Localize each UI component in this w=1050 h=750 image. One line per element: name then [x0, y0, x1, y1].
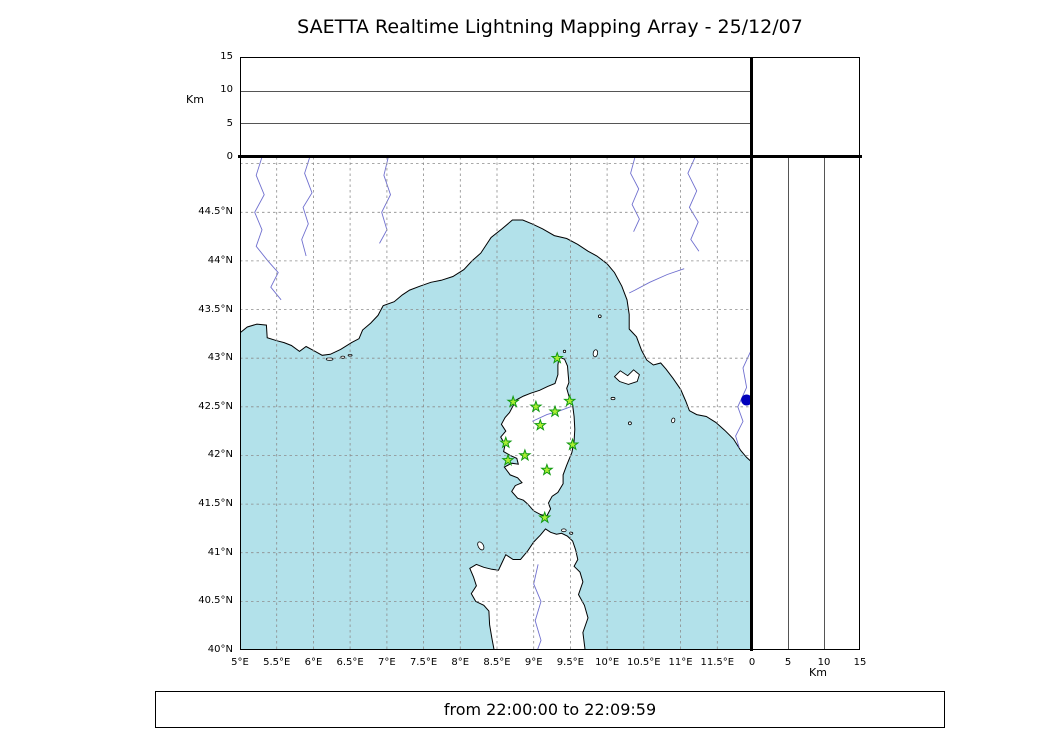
river	[630, 157, 640, 232]
tick-label: 42.5°N	[198, 400, 233, 412]
river	[254, 157, 282, 301]
gridline-5km	[241, 123, 751, 125]
station-marker	[540, 462, 554, 476]
island	[592, 349, 599, 358]
station-marker	[501, 453, 515, 467]
tick-label: 7°E	[378, 657, 396, 668]
river	[628, 268, 685, 294]
tick-label: 8°E	[451, 657, 470, 668]
tick-label: 5	[226, 117, 233, 129]
tick-label: 8.5°E	[483, 657, 511, 668]
coastline-elba	[613, 369, 640, 385]
tick-label: 15	[853, 657, 867, 668]
rivers	[254, 157, 752, 650]
station-marker	[499, 435, 513, 449]
station-marker	[565, 437, 580, 451]
island	[610, 396, 616, 401]
frame-divider-horizontal	[238, 155, 862, 158]
page-title: SAETTA Realtime Lightning Mapping Array …	[297, 16, 803, 38]
station-marker	[548, 404, 562, 418]
river	[687, 157, 700, 252]
island	[597, 314, 602, 319]
gridline-10km	[824, 158, 825, 649]
tick-label: 11.5°E	[700, 657, 735, 668]
tick-label: 43°N	[207, 352, 233, 364]
altitude-latitude-panel	[752, 157, 860, 650]
map-svg	[240, 157, 752, 650]
tick-label: 7.5°E	[409, 657, 438, 668]
tick-label: 42°N	[207, 449, 233, 461]
tick-label: 5°E	[231, 657, 249, 668]
tick-label: 0	[748, 657, 756, 668]
lightning-event-dot	[741, 394, 752, 406]
island	[560, 528, 567, 533]
gridline-5km	[788, 158, 789, 649]
island	[671, 417, 676, 424]
station-marker	[518, 448, 532, 462]
tick-label: 9.5°E	[556, 657, 585, 668]
station-marker	[529, 399, 543, 413]
station-marker	[538, 510, 552, 524]
tick-label: 15	[220, 51, 233, 62]
coastline-mainland	[240, 157, 752, 463]
river	[735, 348, 752, 448]
river	[533, 564, 542, 650]
tick-label: 40.5°N	[198, 595, 233, 607]
island	[562, 349, 567, 353]
tick-label: 44°N	[207, 254, 233, 266]
altitude-histogram-panel	[240, 57, 752, 157]
island	[627, 421, 632, 426]
island	[340, 355, 346, 359]
river	[301, 157, 313, 257]
station-marker	[563, 393, 577, 407]
tick-label: 41°N	[207, 546, 233, 558]
tick-label: 11°E	[668, 657, 693, 668]
station-marker	[533, 418, 547, 431]
tick-label: 10.5°E	[627, 657, 661, 668]
river	[379, 157, 391, 244]
gridline-10km	[241, 90, 751, 92]
tick-label: 9°E	[524, 657, 543, 668]
coastline-sardinia	[469, 528, 589, 650]
map-panel	[240, 157, 752, 650]
altitude-axis-label: Km	[186, 93, 204, 106]
station-markers	[499, 351, 580, 524]
tick-label: 6°E	[304, 657, 323, 668]
right-axis-km-label: Km	[809, 666, 827, 679]
tick-label: 44.5°N	[198, 206, 233, 218]
frame-divider-vertical	[750, 57, 753, 651]
tick-label: 5.5°E	[263, 657, 291, 668]
tick-label: 6.5°E	[336, 657, 364, 668]
tick-label: 41.5°N	[198, 498, 233, 510]
tick-label: 10°E	[595, 657, 620, 668]
tick-label: 43.5°N	[198, 303, 233, 315]
time-range-bar: from 22:00:00 to 22:09:59	[155, 691, 945, 728]
station-marker	[550, 351, 564, 364]
time-range-text: from 22:00:00 to 22:09:59	[443, 700, 657, 719]
tick-label: 0	[226, 151, 233, 162]
corner-box	[752, 57, 860, 157]
island	[477, 541, 485, 551]
station-marker	[506, 394, 520, 408]
tick-label: 40°N	[207, 644, 233, 655]
